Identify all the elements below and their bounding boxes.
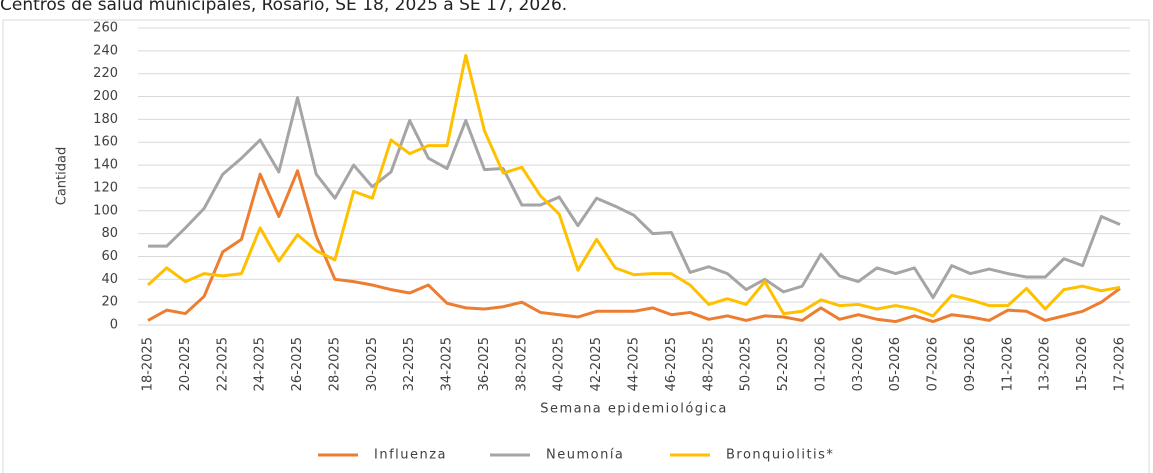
y-tick-label: 240 [93,43,118,58]
x-axis-label: Semana epidemiológica [540,402,728,417]
y-tick-label: 80 [101,226,118,241]
x-tick-label: 40-2025 [552,337,567,391]
x-tick-label: 32-2025 [402,337,417,391]
x-tick-label: 07-2026 [926,337,941,391]
x-tick-label: 24-2025 [253,337,268,391]
x-tick-label: 48-2025 [701,337,716,391]
x-tick-label: 20-2025 [178,337,193,391]
x-tick-label: 46-2025 [664,337,679,391]
legend-label: Bronquiolitis* [726,448,834,463]
y-tick-label: 180 [93,112,118,127]
y-tick-label: 200 [93,89,118,104]
x-tick-label: 50-2025 [739,337,754,391]
x-tick-label: 15-2026 [1075,337,1090,391]
x-tick-label: 17-2026 [1113,337,1128,391]
x-tick-label: 11-2026 [1000,337,1015,391]
y-tick-label: 40 [101,272,118,287]
y-tick-label: 260 [93,21,118,36]
chart-title: Centros de salud municipales, Rosario, S… [0,0,567,15]
x-tick-label: 44-2025 [627,337,642,391]
x-tick-label: 30-2025 [365,337,380,391]
x-tick-label: 38-2025 [514,337,529,391]
y-axis-label: Cantidad [55,147,70,205]
x-tick-label: 52-2025 [776,337,791,391]
x-tick-label: 22-2025 [215,337,230,391]
y-tick-label: 220 [93,66,118,81]
y-tick-label: 160 [93,135,118,150]
x-tick-label: 42-2025 [589,337,604,391]
series-line [148,96,1121,300]
y-tick-label: 20 [101,295,118,310]
y-tick-label: 120 [93,180,118,195]
y-tick-label: 100 [93,203,118,218]
chart-border [2,19,1150,473]
legend-label: Influenza [374,448,447,463]
x-tick-label: 01-2026 [813,337,828,391]
series-line [147,169,1121,324]
y-tick-label: 140 [93,158,118,173]
series-line [146,53,1121,318]
x-tick-label: 03-2026 [851,337,866,391]
y-tick-label: 0 [110,318,118,333]
legend-label: Neumonía [546,448,624,463]
x-tick-label: 34-2025 [440,337,455,391]
x-tick-label: 36-2025 [477,337,492,391]
x-tick-label: 13-2026 [1038,337,1053,391]
y-tick-label: 60 [101,249,118,264]
x-tick-label: 09-2026 [963,337,978,391]
x-tick-label: 28-2025 [327,337,342,391]
x-tick-label: 05-2026 [888,337,903,391]
x-tick-label: 18-2025 [141,337,156,391]
x-tick-label: 26-2025 [290,337,305,391]
